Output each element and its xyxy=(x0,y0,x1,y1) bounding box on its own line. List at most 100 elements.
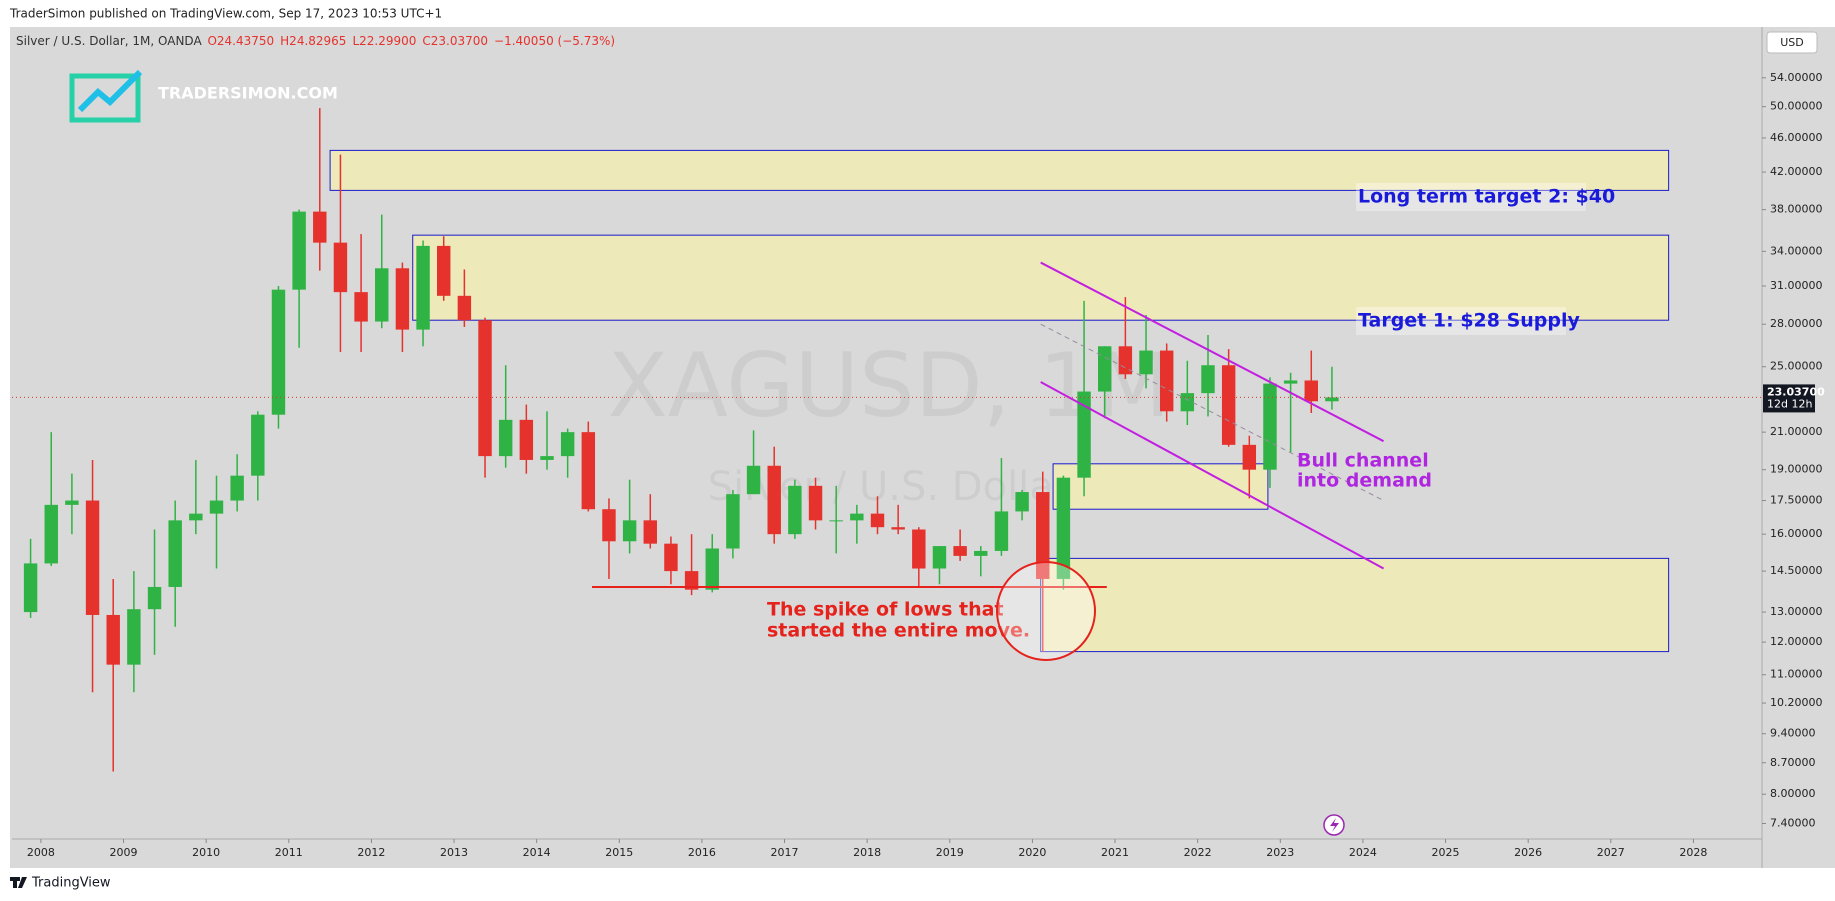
candle-body xyxy=(912,529,926,569)
candle-body xyxy=(209,500,224,514)
ohlc-value: H24.82965 xyxy=(280,34,346,48)
candle-body xyxy=(1015,492,1029,512)
ohlc-value: C23.03700 xyxy=(422,34,488,48)
candle-body xyxy=(292,211,306,290)
x-tick-label: 2017 xyxy=(771,846,799,859)
candle-body xyxy=(891,527,905,530)
candle-body xyxy=(1325,397,1339,402)
x-tick-label: 2012 xyxy=(357,846,385,859)
ohlc-value: O24.43750 xyxy=(207,34,274,48)
zone xyxy=(412,234,1670,321)
candle-body xyxy=(1180,393,1195,412)
countdown: 12d 12h xyxy=(1767,397,1812,410)
trend-line xyxy=(1040,381,1385,570)
zone xyxy=(329,149,1670,191)
y-tick-label: 50.00000 xyxy=(1770,100,1823,113)
publisher: TraderSimon published on TradingView.com… xyxy=(9,7,442,21)
y-tick-label: 54.00000 xyxy=(1770,71,1823,84)
candle-body xyxy=(994,511,1009,551)
candle-body xyxy=(23,563,38,613)
trend-line xyxy=(1040,261,1385,443)
candle-body xyxy=(168,520,182,587)
y-tick-label: 9.40000 xyxy=(1770,727,1816,740)
candle-body xyxy=(498,419,513,457)
candle-body xyxy=(85,500,100,615)
x-tick-label: 2019 xyxy=(936,846,964,859)
candle-body xyxy=(65,500,79,505)
candle-body xyxy=(767,465,781,535)
annotation: Bull channel xyxy=(1297,450,1429,472)
y-tick-label: 46.00000 xyxy=(1770,131,1823,144)
x-tick-label: 2026 xyxy=(1514,846,1542,859)
currency-label[interactable]: USD xyxy=(1780,36,1804,49)
annotation: Target 1: $28 Supply xyxy=(1358,310,1581,332)
candle-body xyxy=(1159,350,1174,412)
candle-body xyxy=(581,432,596,510)
y-tick-label: 34.00000 xyxy=(1770,244,1823,257)
y-tick-label: 21.00000 xyxy=(1770,425,1823,438)
y-tick-label: 10.20000 xyxy=(1770,696,1823,709)
annotation-bg xyxy=(1356,307,1566,335)
candle-body xyxy=(1263,383,1277,470)
y-tick-label: 14.50000 xyxy=(1770,564,1823,577)
annotation: into demand xyxy=(1297,470,1432,492)
plot xyxy=(23,108,1670,772)
currency-button[interactable] xyxy=(1766,31,1818,54)
candle-body xyxy=(1036,492,1050,579)
candle-body xyxy=(953,546,967,556)
candle-body xyxy=(189,513,203,521)
x-tick-label: 2023 xyxy=(1266,846,1294,859)
candle-body xyxy=(684,571,699,590)
y-tick-label: 16.00000 xyxy=(1770,527,1823,540)
x-tick-label: 2020 xyxy=(1018,846,1046,859)
symbol: Silver / U.S. Dollar, 1M, OANDA xyxy=(16,34,202,48)
candle-body xyxy=(457,295,472,321)
candle-body xyxy=(416,245,430,330)
candle-body xyxy=(829,520,843,522)
y-tick-label: 13.00000 xyxy=(1770,605,1823,618)
candle-body xyxy=(437,245,451,296)
candle-body xyxy=(560,432,575,457)
candle-body xyxy=(230,475,244,501)
candle-body xyxy=(147,586,162,610)
y-tick-label: 12.00000 xyxy=(1770,635,1823,648)
x-tick-label: 2015 xyxy=(605,846,633,859)
y-tick-label: 25.00000 xyxy=(1770,360,1823,373)
ohlc-value: L22.29900 xyxy=(352,34,416,48)
annotation: Long term target 2: $40 xyxy=(1358,186,1615,208)
x-tick-label: 2024 xyxy=(1349,846,1377,859)
last-price-label: 23.03700 xyxy=(1767,385,1825,398)
y-tick-label: 17.50000 xyxy=(1770,494,1823,507)
watermark-symbol: XAGUSD, 1M xyxy=(607,334,1170,437)
y-tick-label: 8.70000 xyxy=(1770,756,1816,769)
logo-arrow xyxy=(77,69,143,113)
highlight-circle xyxy=(996,561,1096,661)
candle-body xyxy=(44,504,58,564)
candle-body xyxy=(808,485,823,521)
y-tick-label: 8.00000 xyxy=(1770,787,1816,800)
y-tick-label: 7.40000 xyxy=(1770,816,1816,829)
candle-body xyxy=(664,543,678,572)
trend-line xyxy=(1040,323,1384,501)
x-tick-label: 2008 xyxy=(27,846,55,859)
x-tick-label: 2027 xyxy=(1597,846,1625,859)
ohlc-value: −1.40050 (−5.73%) xyxy=(494,34,615,48)
y-tick-label: 31.00000 xyxy=(1770,279,1823,292)
candle-body xyxy=(1242,444,1257,470)
candle-body xyxy=(705,548,719,590)
annotation: The spike of lows that xyxy=(767,599,1004,621)
x-tick-label: 2022 xyxy=(1184,846,1212,859)
candle-body xyxy=(333,242,348,293)
candle-body xyxy=(1056,477,1071,579)
candle-body xyxy=(1221,365,1236,445)
x-tick-label: 2011 xyxy=(275,846,303,859)
x-tick-label: 2016 xyxy=(688,846,716,859)
candle-body xyxy=(313,211,327,243)
logo: TRADERSIMON.COM xyxy=(69,69,338,123)
logo-icon xyxy=(69,73,141,123)
x-tick-label: 2009 xyxy=(110,846,138,859)
candle-body xyxy=(726,494,740,549)
candle-body xyxy=(127,609,141,665)
candle-body xyxy=(850,513,864,521)
